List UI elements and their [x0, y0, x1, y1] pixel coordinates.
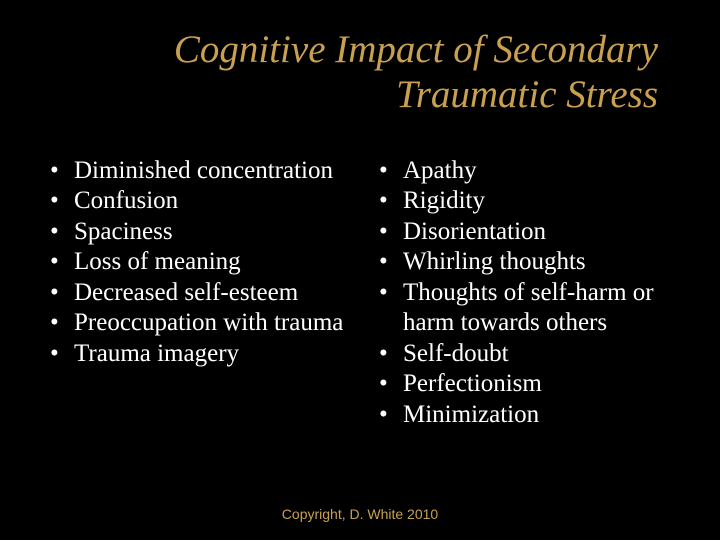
list-item: Thoughts of self-harm or harm towards ot…: [373, 278, 684, 339]
right-column: Apathy Rigidity Disorientation Whirling …: [373, 156, 684, 431]
list-item: Self-doubt: [373, 339, 684, 370]
list-item: Loss of meaning: [44, 247, 355, 278]
list-item: Confusion: [44, 186, 355, 217]
list-item: Minimization: [373, 400, 684, 431]
list-item: Spaciness: [44, 217, 355, 248]
list-item: Apathy: [373, 156, 684, 187]
content-columns: Diminished concentration Confusion Spaci…: [36, 156, 684, 431]
list-item: Decreased self-esteem: [44, 278, 355, 309]
page-title: Cognitive Impact of Secondary Traumatic …: [36, 28, 684, 118]
list-item: Trauma imagery: [44, 339, 355, 370]
list-item: Diminished concentration: [44, 156, 355, 187]
slide: Cognitive Impact of Secondary Traumatic …: [0, 0, 720, 540]
left-list: Diminished concentration Confusion Spaci…: [44, 156, 355, 370]
list-item: Preoccupation with trauma: [44, 308, 355, 339]
copyright-text: Copyright, D. White 2010: [0, 506, 720, 522]
list-item: Disorientation: [373, 217, 684, 248]
list-item: Rigidity: [373, 186, 684, 217]
list-item: Perfectionism: [373, 369, 684, 400]
right-list: Apathy Rigidity Disorientation Whirling …: [373, 156, 684, 431]
list-item: Whirling thoughts: [373, 247, 684, 278]
left-column: Diminished concentration Confusion Spaci…: [44, 156, 355, 431]
